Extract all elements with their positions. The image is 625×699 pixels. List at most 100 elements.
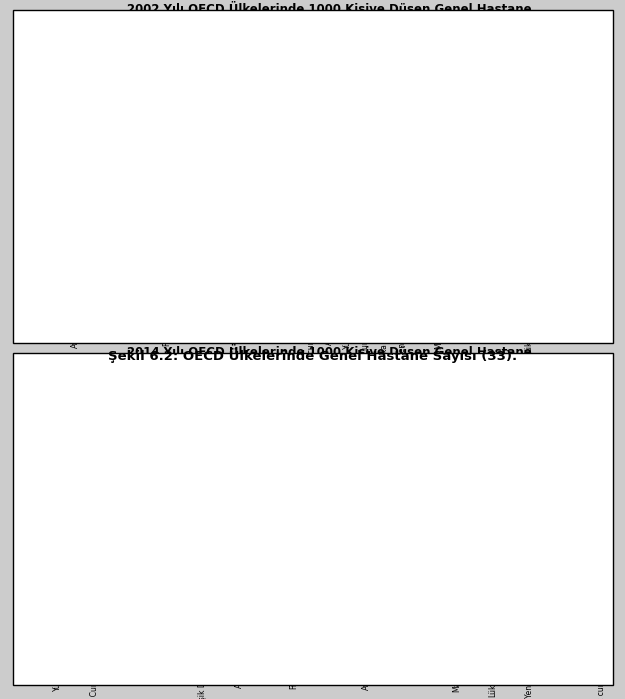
Bar bbox=[468, 252, 481, 304]
Bar bbox=[160, 198, 173, 304]
Bar bbox=[251, 233, 264, 304]
Bar bbox=[504, 607, 518, 647]
Text: 34,84: 34,84 bbox=[95, 500, 101, 520]
Text: 17,67: 17,67 bbox=[312, 219, 319, 239]
Bar bbox=[522, 614, 536, 647]
Text: 16,55: 16,55 bbox=[367, 223, 373, 243]
Bar bbox=[541, 273, 554, 304]
Bar bbox=[577, 280, 590, 304]
Text: 5,86: 5,86 bbox=[602, 266, 609, 282]
Text: 23,44: 23,44 bbox=[168, 541, 173, 561]
Text: Şekil 6.2: OECD Ülkelerinde Genel Hastane Sayısı (33).: Şekil 6.2: OECD Ülkelerinde Genel Hastan… bbox=[108, 347, 517, 363]
Title: 2002 Yılı OECD Ülkelerinde 1000 Kişiye Düşen Genel Hastane
Sayısı: 2002 Yılı OECD Ülkelerinde 1000 Kişiye D… bbox=[127, 1, 532, 31]
Text: 14,32: 14,32 bbox=[476, 231, 482, 251]
Text: 5,82: 5,82 bbox=[584, 609, 591, 624]
Bar bbox=[214, 226, 228, 304]
Text: 5,36: 5,36 bbox=[602, 610, 609, 626]
Bar bbox=[88, 164, 101, 304]
Bar bbox=[359, 245, 372, 304]
Text: 21,79: 21,79 bbox=[222, 204, 228, 224]
Bar bbox=[414, 598, 427, 647]
Text: 18,06: 18,06 bbox=[222, 560, 228, 580]
Bar bbox=[305, 240, 318, 304]
Bar bbox=[51, 75, 64, 304]
Text: 13,57: 13,57 bbox=[385, 576, 391, 596]
Text: 14,41: 14,41 bbox=[349, 573, 355, 593]
Bar bbox=[251, 589, 264, 647]
Bar bbox=[504, 256, 518, 304]
Bar bbox=[486, 604, 499, 647]
Bar bbox=[450, 251, 463, 304]
Bar bbox=[214, 582, 228, 647]
Text: 7,31: 7,31 bbox=[566, 261, 572, 276]
Text: 14,71: 14,71 bbox=[458, 230, 464, 250]
Bar bbox=[541, 615, 554, 647]
Bar bbox=[522, 258, 536, 304]
Text: 18,06: 18,06 bbox=[204, 560, 210, 580]
Bar bbox=[106, 179, 119, 304]
Bar bbox=[287, 589, 300, 647]
Text: 26,82: 26,82 bbox=[186, 187, 191, 206]
Bar bbox=[178, 208, 191, 304]
Bar bbox=[486, 256, 499, 304]
Text: 15,07: 15,07 bbox=[421, 229, 428, 249]
Bar bbox=[559, 626, 572, 647]
Text: 14,73: 14,73 bbox=[331, 572, 337, 592]
Text: 14,28: 14,28 bbox=[367, 574, 373, 594]
Text: 12,9: 12,9 bbox=[530, 240, 536, 257]
Bar bbox=[178, 574, 191, 647]
Bar bbox=[577, 626, 590, 647]
Text: 11,98: 11,98 bbox=[494, 582, 500, 602]
Text: 51,96: 51,96 bbox=[77, 96, 82, 116]
Text: 15,12: 15,12 bbox=[312, 571, 319, 591]
Text: 8,99: 8,99 bbox=[530, 597, 536, 613]
Bar bbox=[468, 603, 481, 647]
Text: 6,63: 6,63 bbox=[584, 263, 591, 279]
Bar bbox=[142, 559, 155, 647]
Text: 15,98: 15,98 bbox=[294, 568, 301, 588]
Bar bbox=[432, 251, 445, 304]
Text: 34,83: 34,83 bbox=[113, 157, 119, 178]
Bar bbox=[51, 438, 64, 647]
Text: 13,08: 13,08 bbox=[458, 578, 464, 598]
Text: 29,93: 29,93 bbox=[149, 175, 155, 195]
Text: 15,87: 15,87 bbox=[403, 226, 409, 245]
Text: 17,32: 17,32 bbox=[331, 220, 337, 240]
Text: 13,52: 13,52 bbox=[403, 577, 409, 597]
Bar bbox=[414, 250, 427, 304]
Bar bbox=[269, 235, 282, 304]
Bar bbox=[595, 627, 608, 647]
Text: 17,84: 17,84 bbox=[294, 219, 301, 238]
Bar bbox=[69, 493, 82, 647]
Text: 13,49: 13,49 bbox=[494, 234, 500, 254]
Bar bbox=[396, 247, 409, 304]
Bar bbox=[559, 278, 572, 304]
Text: 11,99: 11,99 bbox=[476, 582, 482, 602]
Bar bbox=[124, 553, 137, 647]
Text: 26,1: 26,1 bbox=[131, 536, 137, 552]
Text: 16,97: 16,97 bbox=[349, 222, 355, 242]
Bar bbox=[432, 599, 445, 647]
Bar bbox=[305, 592, 318, 647]
Text: 58,34: 58,34 bbox=[59, 416, 64, 435]
Text: 16,54: 16,54 bbox=[385, 223, 391, 243]
Bar bbox=[269, 589, 282, 647]
Bar bbox=[323, 593, 336, 647]
Bar bbox=[142, 196, 155, 304]
Bar bbox=[323, 242, 336, 304]
Bar bbox=[341, 595, 354, 647]
Text: 8,63: 8,63 bbox=[548, 256, 554, 272]
Text: 19,94: 19,94 bbox=[258, 211, 264, 231]
Text: 16,16: 16,16 bbox=[276, 567, 282, 587]
Bar bbox=[595, 283, 608, 304]
Text: 13,19: 13,19 bbox=[439, 577, 446, 598]
Text: 38,96: 38,96 bbox=[95, 143, 101, 163]
Text: 13,47: 13,47 bbox=[421, 577, 428, 597]
Bar bbox=[69, 117, 82, 304]
Bar bbox=[378, 598, 391, 647]
Text: 24,44: 24,44 bbox=[149, 538, 155, 557]
Text: 11,04: 11,04 bbox=[512, 585, 518, 605]
Text: 42,61: 42,61 bbox=[77, 473, 82, 492]
Text: 29,87: 29,87 bbox=[113, 518, 119, 538]
Title: 2014 Yılı OECD Ülkelerinde 1000 Kişiye Düşen Genel Hastane
Sayısı: 2014 Yılı OECD Ülkelerinde 1000 Kişiye D… bbox=[127, 343, 532, 373]
